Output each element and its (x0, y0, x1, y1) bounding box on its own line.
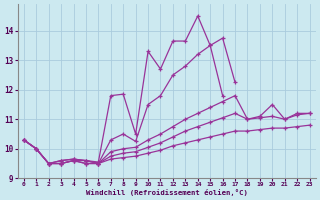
X-axis label: Windchill (Refroidissement éolien,°C): Windchill (Refroidissement éolien,°C) (86, 189, 248, 196)
